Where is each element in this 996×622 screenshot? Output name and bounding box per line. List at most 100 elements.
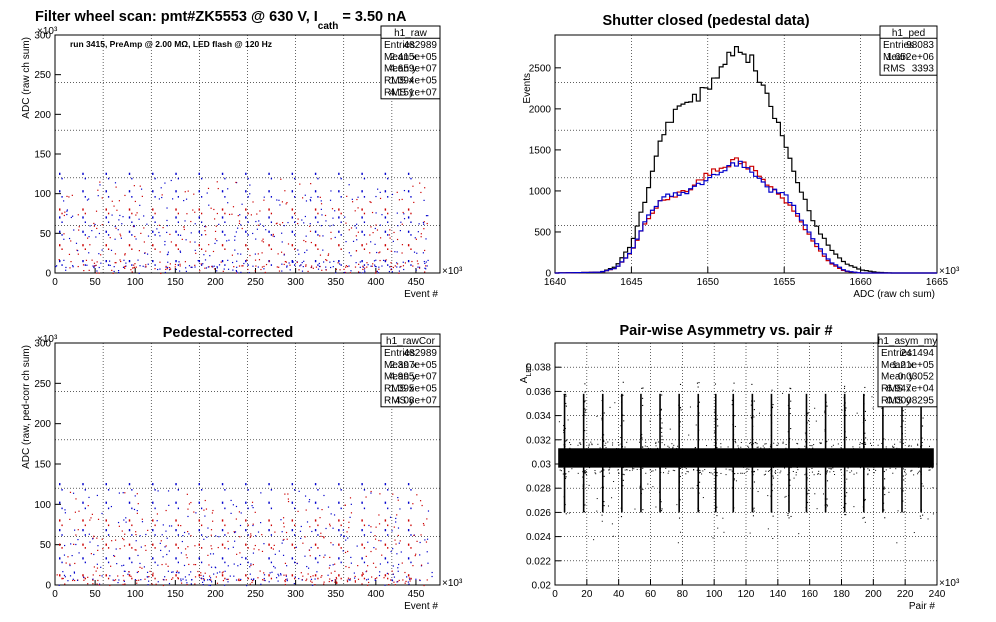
data-point xyxy=(622,466,624,469)
data-point xyxy=(73,571,75,573)
data-point xyxy=(95,236,97,238)
data-point xyxy=(371,265,373,267)
y-tick-label: 500 xyxy=(534,227,551,238)
data-point xyxy=(235,579,238,581)
data-point xyxy=(810,453,812,455)
data-point xyxy=(692,456,694,458)
data-point xyxy=(858,466,860,468)
x-tick-label: 300 xyxy=(287,277,304,288)
data-point xyxy=(618,444,620,446)
data-point xyxy=(871,458,873,460)
data-point xyxy=(332,266,334,268)
data-point xyxy=(908,444,910,446)
data-point xyxy=(733,507,735,509)
data-point xyxy=(732,412,735,414)
data-point xyxy=(322,249,324,251)
data-point xyxy=(741,455,743,457)
data-point xyxy=(564,477,567,479)
data-point xyxy=(282,517,285,519)
data-point xyxy=(296,562,298,565)
data-point xyxy=(583,507,585,509)
data-point xyxy=(114,579,117,581)
data-point xyxy=(128,570,130,573)
data-point xyxy=(815,451,817,453)
data-point xyxy=(415,578,417,580)
data-point xyxy=(824,412,826,414)
data-point xyxy=(696,382,699,384)
data-point xyxy=(143,241,145,243)
data-point xyxy=(93,535,95,537)
data-point xyxy=(331,208,334,210)
data-point xyxy=(729,449,731,451)
data-point xyxy=(133,224,135,227)
data-point xyxy=(357,231,359,233)
data-point xyxy=(776,450,778,452)
data-point xyxy=(640,492,642,495)
x-tick-label: 450 xyxy=(408,277,425,288)
data-point xyxy=(851,448,853,450)
data-point xyxy=(894,443,896,445)
data-point xyxy=(873,466,875,468)
data-point xyxy=(206,192,208,194)
data-point xyxy=(858,463,860,465)
data-point xyxy=(272,548,274,550)
data-point xyxy=(694,447,696,449)
data-point xyxy=(338,263,341,265)
data-point xyxy=(767,495,769,497)
data-point xyxy=(258,220,260,222)
data-point xyxy=(374,579,376,581)
data-point xyxy=(607,505,609,507)
data-point xyxy=(168,504,170,506)
data-point xyxy=(844,431,846,433)
data-point xyxy=(611,523,613,525)
data-point xyxy=(334,236,336,239)
data-point xyxy=(314,578,316,580)
data-point xyxy=(373,547,375,549)
data-point xyxy=(109,584,111,587)
data-point xyxy=(706,445,708,447)
data-point xyxy=(257,266,259,268)
data-point xyxy=(418,266,421,268)
data-point xyxy=(389,229,391,231)
data-point xyxy=(899,441,901,443)
data-point xyxy=(656,461,658,463)
data-point xyxy=(257,224,259,226)
data-point xyxy=(309,199,311,201)
data-point xyxy=(186,582,188,584)
data-point xyxy=(734,440,736,442)
data-point xyxy=(661,439,663,441)
data-point xyxy=(209,255,211,257)
data-point xyxy=(738,447,740,449)
data-point xyxy=(304,194,306,196)
data-point xyxy=(358,263,360,265)
data-point xyxy=(640,485,642,487)
data-point xyxy=(888,491,890,493)
data-point xyxy=(617,469,619,471)
data-point xyxy=(309,555,311,557)
data-point xyxy=(785,444,787,446)
data-point xyxy=(617,442,619,444)
data-point xyxy=(330,513,332,515)
data-point xyxy=(843,397,845,399)
data-point xyxy=(194,241,196,243)
data-point xyxy=(408,577,411,579)
data-point xyxy=(663,458,665,460)
data-point xyxy=(621,422,623,424)
data-point xyxy=(351,198,353,200)
data-point xyxy=(896,452,898,454)
data-point xyxy=(283,263,285,266)
data-point xyxy=(354,575,356,578)
data-point xyxy=(862,506,864,508)
data-point xyxy=(393,231,395,234)
data-point xyxy=(277,580,279,582)
data-point xyxy=(309,230,312,232)
data-point xyxy=(374,538,377,540)
data-point xyxy=(259,210,261,212)
data-point xyxy=(263,579,265,581)
data-point xyxy=(829,456,831,458)
data-point xyxy=(806,447,808,449)
data-point xyxy=(234,531,237,533)
data-point xyxy=(62,577,64,580)
data-point xyxy=(403,213,405,215)
data-point xyxy=(826,505,829,507)
